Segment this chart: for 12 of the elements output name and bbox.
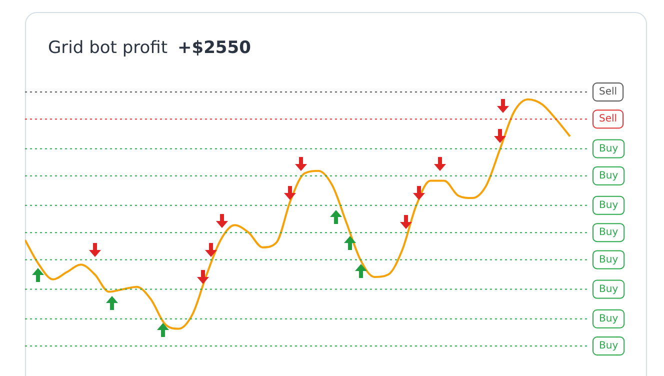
ref-line-label: Buy [599,227,618,238]
ref-line-label: Buy [599,200,618,212]
ref-line-label: Sell [599,86,618,98]
ref-line-label: Buy [599,313,618,324]
ref-line-label: Buy [599,284,618,295]
ref-line-label: Buy [599,340,618,352]
chart-title: Grid bot profit [48,38,168,58]
ref-line-label: Buy [599,143,618,154]
ref-line-label: Sell [599,114,618,125]
chart-subtitle: +$2550 [178,38,251,58]
ref-line-label: Buy [599,170,618,182]
ref-line-label: Buy [599,254,618,266]
